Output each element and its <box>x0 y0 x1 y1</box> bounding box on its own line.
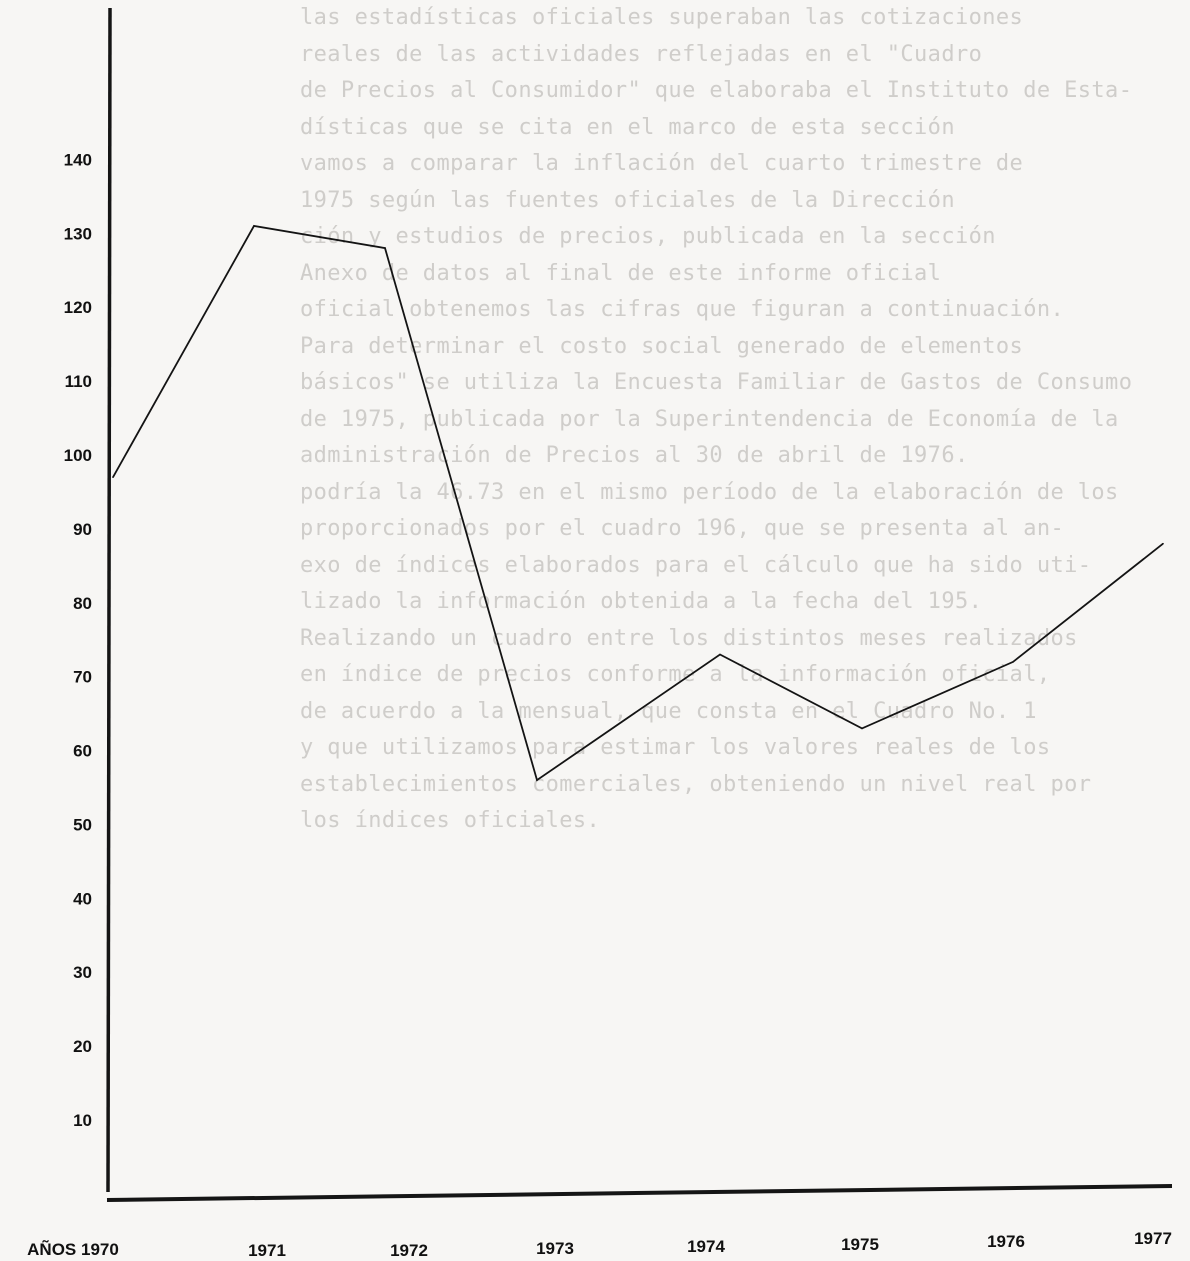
background-text-line: 1975 según las fuentes oficiales de la D… <box>300 187 955 213</box>
y-tick-label: 100 <box>64 446 92 465</box>
background-text-line: en índice de precios conforme a la infor… <box>300 662 1051 687</box>
background-text-line: establecimientos comerciales, obteniendo… <box>300 771 1092 797</box>
y-tick-label: 120 <box>64 298 92 317</box>
y-tick-label: 140 <box>64 150 92 169</box>
x-tick-label: 1974 <box>687 1237 725 1256</box>
y-axis <box>106 7 112 1193</box>
series-lines <box>112 224 1164 782</box>
x-tick-labels: AÑOS 1970 1971 1972 1973 1974 1975 1976 1977 <box>27 1229 1172 1260</box>
y-tick-label: 40 <box>73 889 92 908</box>
background-document-text: las estadísticas oficiales superaban las… <box>300 0 1160 840</box>
background-text-line: Para determinar el costo social generado… <box>300 333 1024 359</box>
y-tick-labels: 10 20 30 40 50 60 70 80 90 100 110 120 130 140 <box>64 150 92 1130</box>
y-tick-label: 20 <box>73 1037 92 1056</box>
background-text-line: vamos a comparar la inflación del cuarto… <box>300 151 1024 176</box>
y-tick-label: 50 <box>73 815 92 834</box>
y-tick-label: 90 <box>73 520 92 539</box>
background-text-line: los índices oficiales. <box>300 808 601 833</box>
background-text-line: y que utilizamos para estimar los valore… <box>300 735 1051 760</box>
background-text-line: lizado la información obtenida a la fech… <box>300 589 983 614</box>
background-text-line: exo de índices elaborados para el cálcul… <box>300 552 1092 578</box>
data-point <box>719 653 721 656</box>
background-text-line: de 1975, publicada por la Superintendenc… <box>300 406 1119 432</box>
data-point <box>384 247 386 249</box>
y-tick-label: 60 <box>73 742 92 761</box>
data-point <box>861 727 863 730</box>
x-tick-label: 1972 <box>390 1241 428 1260</box>
data-point <box>536 779 538 781</box>
y-tick-label: 130 <box>64 224 92 243</box>
x-tick-label: 1976 <box>987 1232 1025 1251</box>
background-text-line: podría la 46.73 en el mismo período de l… <box>300 479 1119 505</box>
x-tick-label: AÑOS 1970 <box>27 1239 119 1259</box>
background-text-line: administración de Precios al 30 de abril… <box>300 443 969 468</box>
background-text-line: básicos" se utiliza la Encuesta Familiar… <box>300 370 1133 395</box>
background-text-line: Anexo de datos al final de este informe … <box>300 260 942 286</box>
x-tick-label: 1977 <box>1134 1229 1172 1248</box>
series-line <box>112 224 1164 782</box>
data-point <box>1162 542 1164 545</box>
background-text-line: las estadísticas oficiales superaban las… <box>300 5 1024 30</box>
x-tick-label: 1973 <box>536 1239 574 1258</box>
data-point <box>1012 661 1014 663</box>
y-tick-label: 110 <box>65 372 92 391</box>
background-text-line: de acuerdo a la mensual, que consta en e… <box>300 698 1037 724</box>
background-text-line: oficial obtenemos las cifras que figuran… <box>300 297 1065 322</box>
y-tick-label: 10 <box>73 1111 92 1130</box>
data-point <box>253 225 255 227</box>
background-text-line: reales de las actividades reflejadas en … <box>300 41 983 67</box>
x-axis-line <box>106 1184 1173 1202</box>
y-tick-label: 70 <box>73 668 92 687</box>
background-text-line: de Precios al Consumidor" que elaboraba … <box>300 78 1133 103</box>
y-axis-line <box>106 7 112 1193</box>
x-tick-label: 1971 <box>248 1241 286 1260</box>
y-tick-label: 30 <box>73 963 92 982</box>
background-text-line: dísticas que se cita en el marco de esta… <box>300 114 955 140</box>
background-text-line: proporcionados por el cuadro 196, que se… <box>300 516 1065 541</box>
x-tick-label: 1975 <box>841 1235 879 1254</box>
background-text-line: ción y estudios de precios, publicada en… <box>300 224 996 249</box>
background-text-line: Realizando un cuadro entre los distintos… <box>300 625 1078 651</box>
x-axis <box>106 1184 1173 1202</box>
y-tick-label: 80 <box>73 594 92 613</box>
data-point <box>112 476 114 478</box>
